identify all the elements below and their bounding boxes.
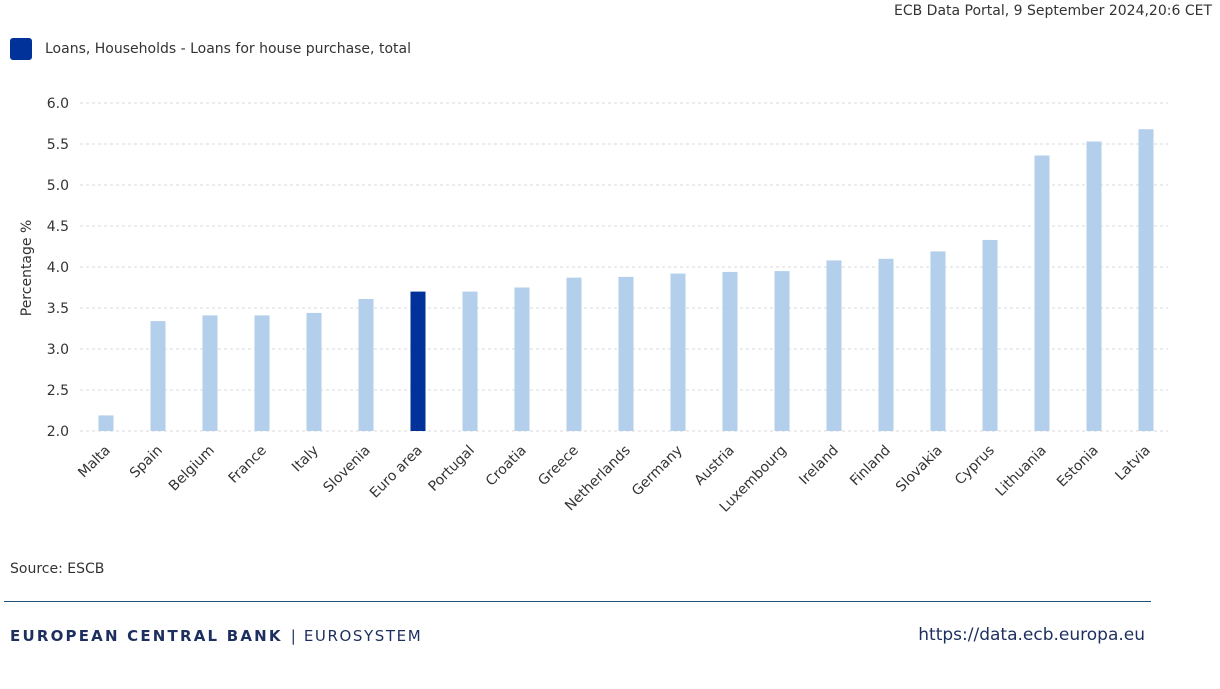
x-tick-label: Ireland — [796, 443, 842, 489]
bar-slovakia[interactable] — [930, 251, 946, 431]
x-tick-label: Italy — [289, 443, 322, 476]
bar-portugal[interactable] — [462, 291, 478, 431]
bar-cyprus[interactable] — [982, 239, 998, 431]
y-tick-label: 4.5 — [47, 219, 69, 235]
brand-main: EUROPEAN CENTRAL BANK — [10, 627, 283, 645]
y-tick-label: 3.5 — [47, 301, 69, 317]
ecb-logo: EUROPEAN CENTRAL BANK | EUROSYSTEM — [10, 627, 422, 645]
bar-malta[interactable] — [98, 415, 114, 431]
brand-separator: | — [290, 627, 296, 645]
bar-ireland[interactable] — [826, 260, 842, 431]
bar-croatia[interactable] — [514, 287, 530, 432]
y-tick-label: 6.0 — [47, 96, 69, 112]
y-axis-label: Percentage % — [19, 220, 35, 317]
x-tick-label: Spain — [127, 443, 166, 482]
bar-netherlands[interactable] — [618, 276, 634, 431]
timestamp: ECB Data Portal, 9 September 2024,20:6 C… — [893, 3, 1212, 19]
bar-slovenia[interactable] — [358, 298, 374, 431]
y-tick-label: 3.0 — [47, 342, 69, 358]
x-tick-label: France — [226, 443, 270, 487]
x-tick-label: Germany — [629, 443, 686, 500]
bar-belgium[interactable] — [202, 315, 218, 431]
brand-sub: EUROSYSTEM — [303, 627, 423, 645]
y-tick-label: 5.5 — [47, 137, 69, 153]
x-tick-label: Cyprus — [952, 443, 998, 489]
footer-url-link[interactable]: https://data.ecb.europa.eu — [918, 625, 1145, 645]
legend-swatch — [10, 38, 32, 60]
x-tick-label: Euro area — [367, 443, 426, 502]
x-tick-label: Greece — [535, 443, 582, 490]
bar-germany[interactable] — [670, 273, 686, 431]
bar-lithuania[interactable] — [1034, 155, 1050, 432]
bar-euro-area[interactable] — [410, 291, 426, 431]
source-note: Source: ESCB — [10, 561, 105, 577]
footer-divider — [4, 601, 1151, 602]
x-tick-label: Estonia — [1054, 443, 1102, 491]
x-tick-label: Lithuania — [993, 443, 1050, 500]
y-axis-ticks: 2.0 2.5 3.0 3.5 4.0 4.5 5.0 5.5 6.0 — [47, 96, 69, 440]
x-tick-label: Austria — [692, 443, 738, 489]
x-tick-label: Croatia — [483, 443, 530, 490]
y-tick-label: 4.0 — [47, 260, 69, 276]
bars — [98, 129, 1154, 432]
bar-spain[interactable] — [150, 321, 166, 431]
y-tick-label: 2.0 — [47, 424, 69, 440]
bar-chart: 2.0 2.5 3.0 3.5 4.0 4.5 5.0 5.5 6.0 Malta Spain Be… — [19, 96, 1168, 516]
bar-france[interactable] — [254, 315, 270, 431]
legend-label: Loans, Households - Loans for house purc… — [45, 41, 411, 57]
bar-austria[interactable] — [722, 271, 738, 431]
x-tick-label: Slovenia — [320, 443, 373, 496]
x-axis-ticks: Malta Spain Belgium France ItalySloveniaEuro… — [75, 443, 1154, 516]
x-tick-label: Slovakia — [893, 443, 946, 496]
x-tick-label: Malta — [75, 443, 114, 482]
y-tick-label: 2.5 — [47, 383, 69, 399]
bar-estonia[interactable] — [1086, 141, 1102, 432]
x-tick-label: Belgium — [166, 443, 218, 495]
bar-finland[interactable] — [878, 258, 894, 431]
bar-greece[interactable] — [566, 277, 582, 431]
y-tick-label: 5.0 — [47, 178, 69, 194]
x-tick-label: Portugal — [426, 443, 478, 495]
x-tick-label: Latvia — [1112, 443, 1153, 484]
legend[interactable]: Loans, Households - Loans for house purc… — [10, 38, 411, 60]
bar-italy[interactable] — [306, 312, 322, 431]
x-tick-label: Finland — [847, 443, 894, 490]
bar-latvia[interactable] — [1138, 129, 1154, 432]
bar-luxembourg[interactable] — [774, 271, 790, 431]
